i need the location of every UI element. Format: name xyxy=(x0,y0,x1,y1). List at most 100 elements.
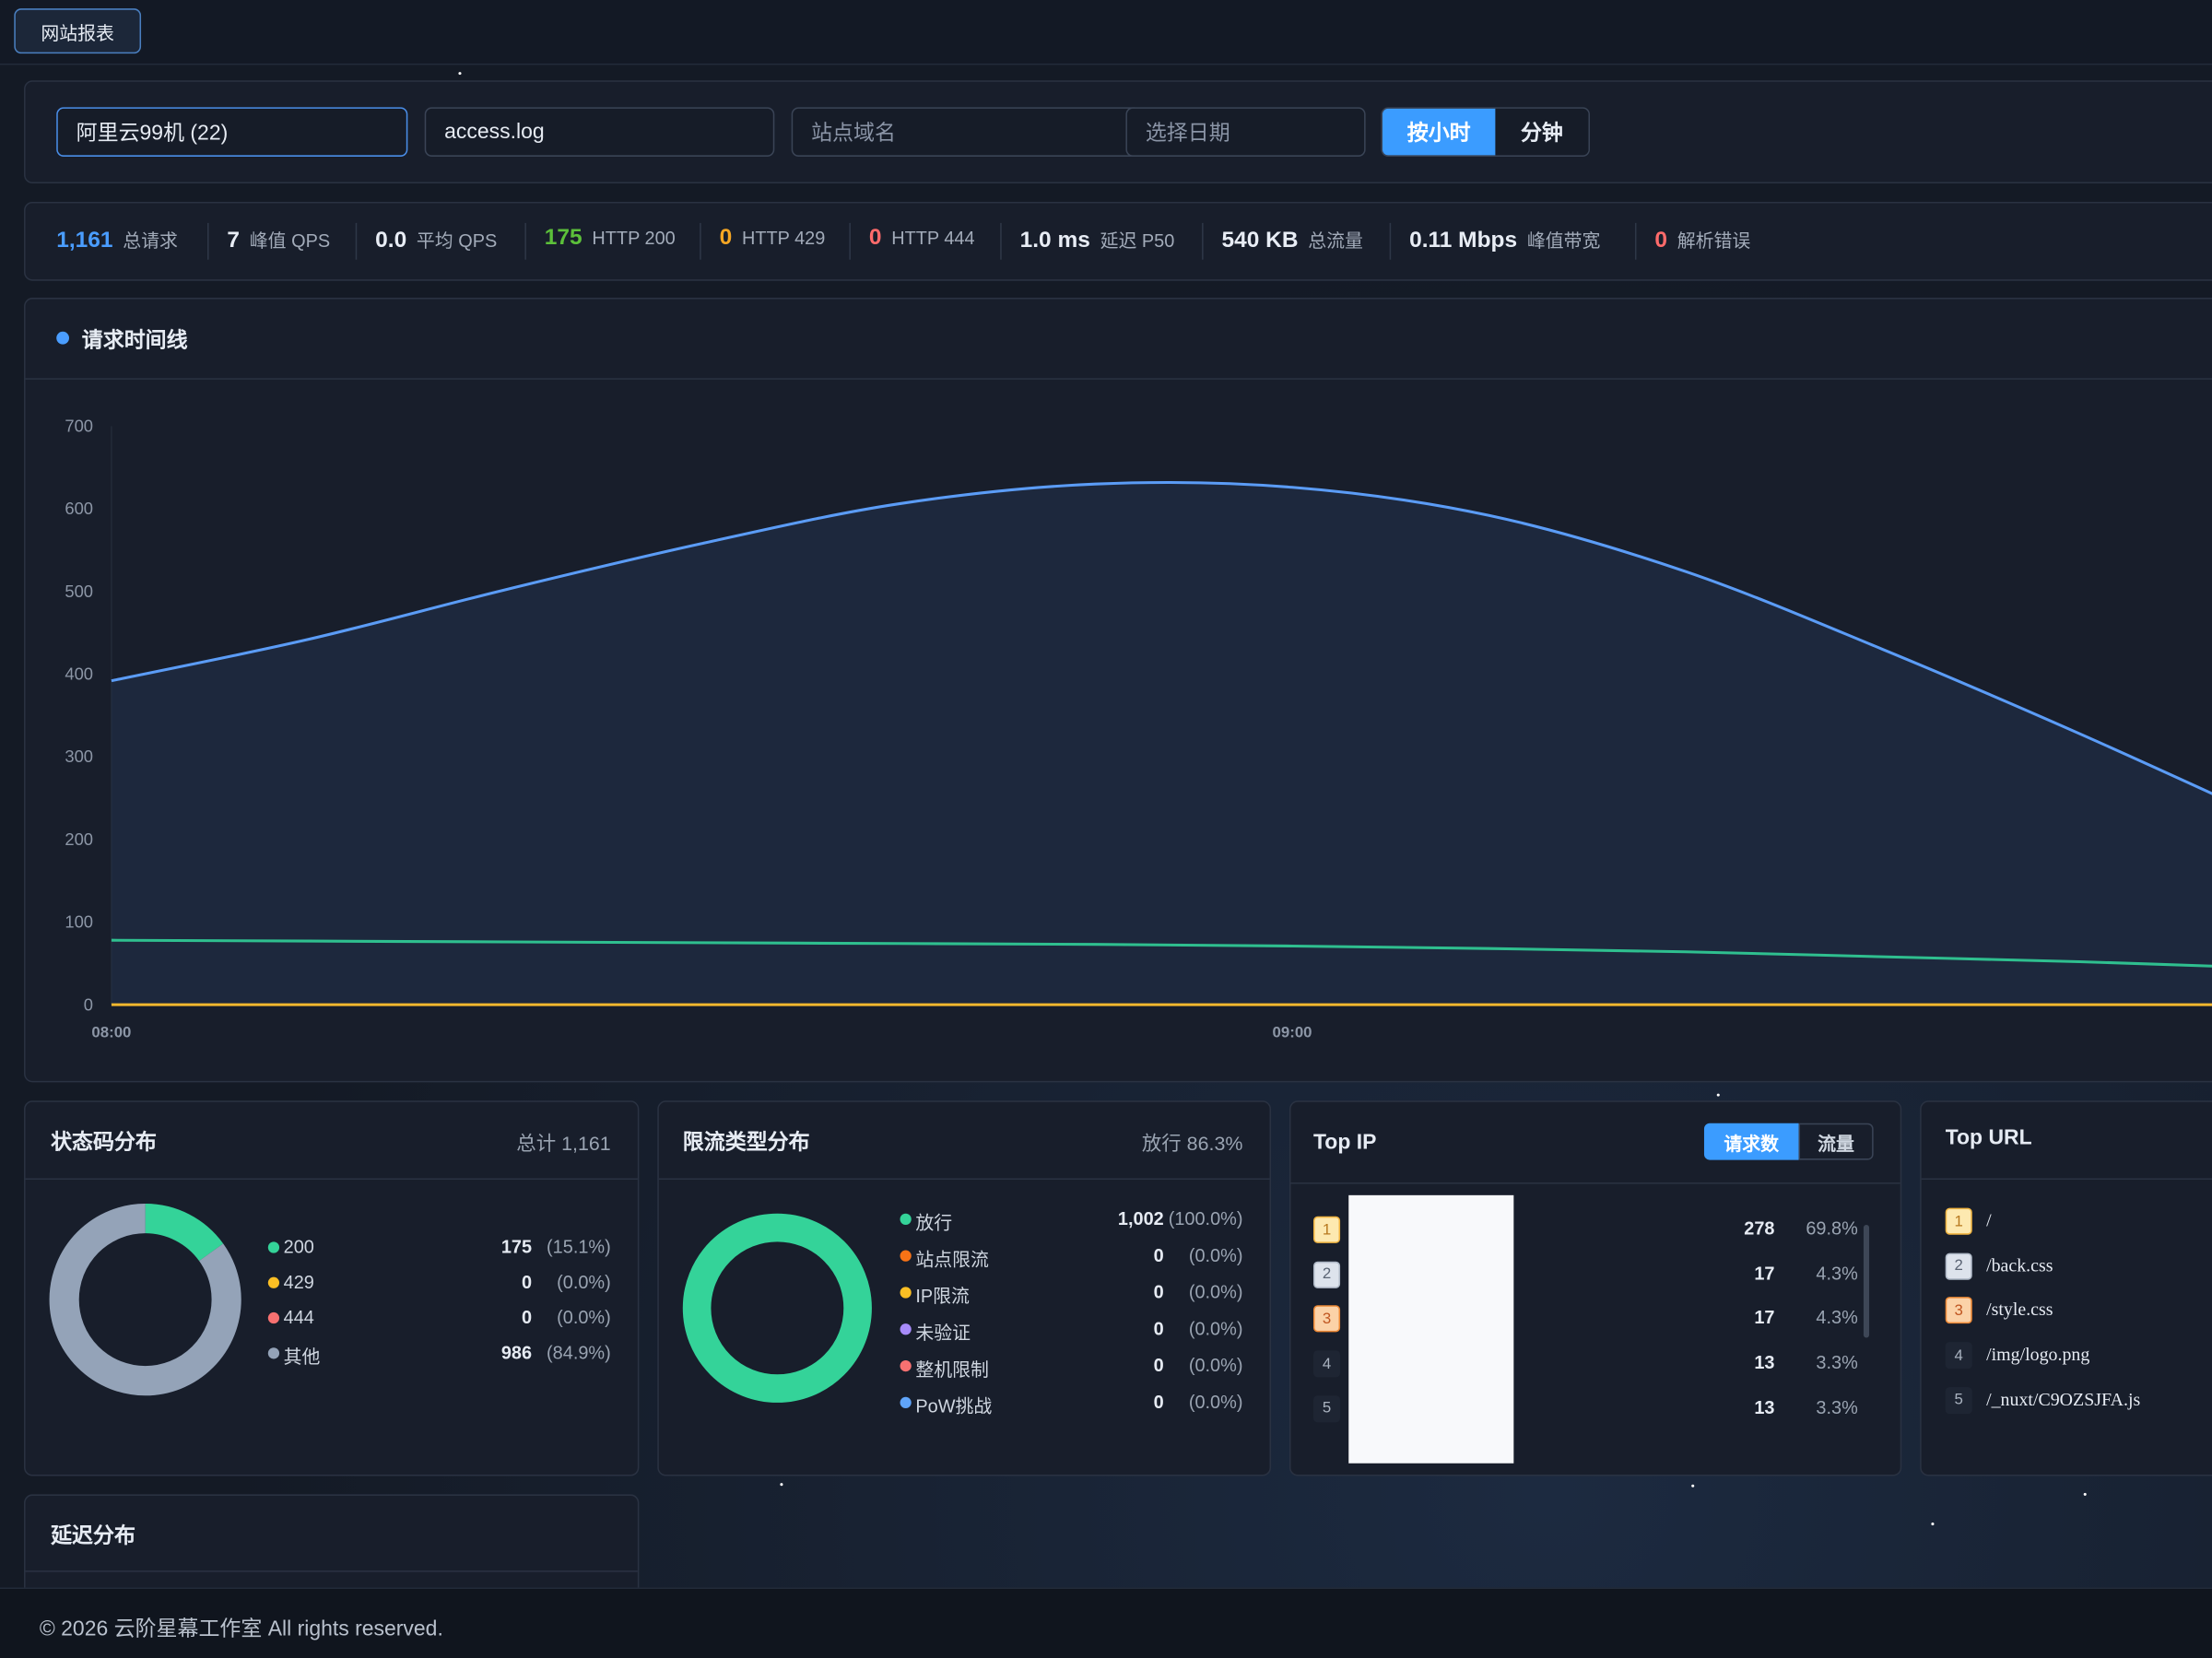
legend-percent: (0.0%) xyxy=(557,1306,611,1328)
url-path[interactable]: /img/logo.png xyxy=(1986,1343,2090,1365)
legend-count: 1,002 xyxy=(1117,1207,1164,1229)
divider xyxy=(1921,1178,2212,1180)
stat-value: 0 xyxy=(719,225,733,251)
separator xyxy=(700,222,701,260)
legend-dot xyxy=(900,1396,912,1409)
star xyxy=(458,72,462,76)
separator xyxy=(1634,222,1637,260)
tab-button[interactable]: 流量 xyxy=(1798,1123,1874,1160)
divider xyxy=(25,378,2212,380)
stat-value: 0 xyxy=(868,225,882,251)
legend-label: IP限流 xyxy=(915,1285,970,1307)
rank-badge: 5 xyxy=(1312,1394,1341,1423)
legend-label: 站点限流 xyxy=(915,1249,989,1270)
legend-count: 986 xyxy=(500,1342,533,1364)
ip-percent: 4.3% xyxy=(1816,1262,1858,1284)
separator xyxy=(524,222,526,260)
legend-percent: (0.0%) xyxy=(1188,1354,1243,1376)
y-tick-label: 300 xyxy=(65,747,93,766)
select[interactable]: 站点域名 xyxy=(791,107,1142,157)
rank-badge: 1 xyxy=(1945,1207,1972,1235)
rank-badge: 2 xyxy=(1312,1261,1341,1288)
legend-percent: (0.0%) xyxy=(1188,1281,1243,1303)
star xyxy=(2083,1492,2087,1496)
separator xyxy=(206,222,209,260)
ip-redaction xyxy=(1348,1194,1514,1464)
legend-dot xyxy=(267,1311,280,1324)
legend-label: 200 xyxy=(283,1236,314,1258)
scrollbar xyxy=(1863,1224,1870,1338)
stat: 0 解析错误 xyxy=(1654,226,1750,257)
rank-badge: 5 xyxy=(1945,1386,1972,1414)
stat: 7 峰值 QPS xyxy=(227,226,330,257)
legend-count: 0 xyxy=(521,1306,533,1328)
legend-percent: (0.0%) xyxy=(1188,1391,1243,1413)
title-dot xyxy=(56,331,69,345)
select[interactable]: 选择日期 xyxy=(1125,107,1366,157)
panel-summary: 放行 86.3% xyxy=(1141,1131,1243,1155)
legend-count: 175 xyxy=(500,1236,533,1258)
legend-dot xyxy=(267,1347,280,1359)
mode-button[interactable]: 分钟 xyxy=(1495,108,1589,156)
ip-percent: 3.3% xyxy=(1816,1396,1858,1418)
legend-percent: (0.0%) xyxy=(1188,1244,1243,1266)
url-path[interactable]: / xyxy=(1986,1209,1992,1231)
ip-count: 278 xyxy=(1744,1217,1775,1240)
stat-value: 0 xyxy=(1654,229,1668,253)
divider xyxy=(658,1178,1270,1180)
separator xyxy=(1202,222,1204,260)
tab-button[interactable]: 请求数 xyxy=(1703,1123,1799,1160)
ip-count: 17 xyxy=(1754,1262,1775,1284)
url-path[interactable]: /style.css xyxy=(1986,1299,2053,1321)
separator xyxy=(1000,222,1002,260)
stat: 540 KB 总流量 xyxy=(1221,226,1362,257)
rank-badge: 4 xyxy=(1312,1350,1341,1378)
select-text: 站点域名 xyxy=(811,121,896,146)
y-tick-label: 600 xyxy=(65,499,93,518)
stat-value: 0.11 Mbps xyxy=(1409,229,1518,253)
panel-title: 状态码分布 xyxy=(51,1130,157,1155)
stats-card xyxy=(24,201,2212,281)
y-tick-label: 700 xyxy=(65,417,93,436)
rank-badge: 3 xyxy=(1312,1305,1341,1333)
separator xyxy=(1389,222,1392,260)
stat-label: 峰值 QPS xyxy=(249,229,331,252)
line xyxy=(111,938,2212,968)
ip-count: 13 xyxy=(1754,1351,1775,1373)
footer xyxy=(0,1587,2212,1658)
stat-label: 解析错误 xyxy=(1677,229,1751,252)
legend-dot xyxy=(267,1276,280,1288)
stat-value: 1,161 xyxy=(56,229,113,253)
ip-percent: 4.3% xyxy=(1816,1307,1858,1329)
panel-title: 延迟分布 xyxy=(51,1523,135,1548)
footer-text: © 2026 云阶星幕工作室 All rights reserved. xyxy=(39,1617,443,1641)
legend-dot xyxy=(900,1213,912,1225)
stat-label: 峰值带宽 xyxy=(1526,229,1601,252)
mode-button[interactable]: 按小时 xyxy=(1382,108,1496,156)
star xyxy=(780,1483,783,1487)
y-tick-label: 500 xyxy=(65,582,93,601)
url-path[interactable]: /_nuxt/C9OZSJFA.js xyxy=(1986,1388,2141,1410)
stat-label: 平均 QPS xyxy=(416,229,498,252)
top-bar xyxy=(0,0,2212,65)
url-path[interactable]: /back.css xyxy=(1986,1253,2053,1276)
select-text: 选择日期 xyxy=(1145,121,1230,146)
y-tick-label: 400 xyxy=(65,664,93,684)
y-tick-label: 200 xyxy=(65,829,93,849)
legend-percent: (0.0%) xyxy=(557,1271,611,1293)
divider xyxy=(1290,1182,1900,1184)
legend-count: 0 xyxy=(1153,1354,1164,1376)
legend-label: 放行 xyxy=(915,1212,953,1234)
select[interactable]: 阿里云99机 (22) xyxy=(56,107,408,157)
legend-dot xyxy=(267,1241,280,1253)
rank-badge: 3 xyxy=(1945,1297,1972,1324)
ip-percent: 69.8% xyxy=(1806,1217,1858,1240)
select[interactable]: access.log xyxy=(424,107,775,157)
nav-tab[interactable]: 网站报表 xyxy=(14,8,142,54)
legend-count: 0 xyxy=(1153,1391,1164,1413)
stat: 1.0 ms 延迟 P50 xyxy=(1020,226,1175,257)
legend-percent: (100.0%) xyxy=(1168,1207,1243,1229)
legend-label: 429 xyxy=(283,1271,314,1293)
separator xyxy=(355,222,358,260)
